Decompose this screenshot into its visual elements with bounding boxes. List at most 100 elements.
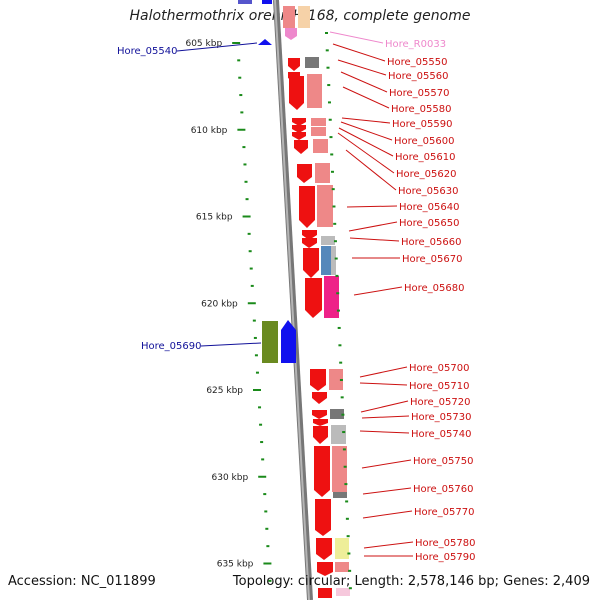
minor-tick xyxy=(243,163,247,166)
gene-label-hore-05680[interactable]: Hore_05680 xyxy=(404,283,465,294)
gene-label-hore-05580[interactable]: Hore_05580 xyxy=(391,104,452,115)
gene-label-hore-05710[interactable]: Hore_05710 xyxy=(409,381,470,392)
gene-arrow[interactable] xyxy=(292,125,306,133)
gene-block[interactable] xyxy=(283,6,295,28)
gene-block[interactable] xyxy=(298,6,310,28)
gene-arrow[interactable] xyxy=(299,186,315,228)
gene-arrow[interactable] xyxy=(281,320,296,363)
gene-label-hore-05590[interactable]: Hore_05590 xyxy=(392,119,453,130)
major-tick xyxy=(247,302,256,305)
gene-arrow[interactable] xyxy=(312,410,327,419)
gene-block[interactable] xyxy=(331,246,336,275)
gene-block[interactable] xyxy=(335,538,349,559)
minor-tick xyxy=(254,354,258,357)
gene-label-hore-05650[interactable]: Hore_05650 xyxy=(399,218,460,229)
leader-line xyxy=(200,342,262,347)
gene-label-hore-05560[interactable]: Hore_05560 xyxy=(388,71,449,82)
gene-arrow[interactable] xyxy=(292,132,306,140)
gene-label-hore-05610[interactable]: Hore_05610 xyxy=(395,152,456,163)
gene-arrow-hore-05540[interactable] xyxy=(258,39,272,45)
gene-block[interactable] xyxy=(321,246,331,275)
gene-arrow[interactable] xyxy=(288,58,300,71)
gene-arrow[interactable] xyxy=(302,230,317,240)
gene-block[interactable] xyxy=(336,588,350,596)
gene-arrow[interactable] xyxy=(305,278,322,318)
gene-block[interactable] xyxy=(311,127,326,136)
gene-arrow[interactable] xyxy=(314,446,330,497)
gene-label-hore-05720[interactable]: Hore_05720 xyxy=(410,397,471,408)
minor-tick xyxy=(268,579,272,582)
gene-arrow[interactable] xyxy=(303,248,319,278)
gene-label-hore-05750[interactable]: Hore_05750 xyxy=(413,456,474,467)
gene-label-hore-05670[interactable]: Hore_05670 xyxy=(402,254,463,265)
minor-tick xyxy=(249,267,253,270)
gene-label-hore-05540[interactable]: Hore_05540 xyxy=(117,46,178,57)
minor-tick xyxy=(255,371,259,374)
gene-block[interactable] xyxy=(305,57,319,68)
gene-block[interactable] xyxy=(307,74,322,108)
gene-label-hore-05770[interactable]: Hore_05770 xyxy=(414,507,475,518)
gene-label-hore-r0033[interactable]: Hore_R0033 xyxy=(385,39,446,50)
scale-label-610kbp: 610 kbp xyxy=(191,126,228,136)
strand-tick xyxy=(329,136,333,139)
major-tick xyxy=(263,562,272,565)
gene-label-hore-05700[interactable]: Hore_05700 xyxy=(409,363,470,374)
gene-arrow[interactable] xyxy=(289,76,304,110)
gene-block[interactable] xyxy=(262,0,272,4)
gene-label-hore-05620[interactable]: Hore_05620 xyxy=(396,169,457,180)
leader-line xyxy=(360,400,409,413)
strand-tick xyxy=(327,84,331,87)
gene-block[interactable] xyxy=(321,236,335,245)
scale-label-620kbp: 620 kbp xyxy=(201,299,238,309)
gene-label-hore-05630[interactable]: Hore_05630 xyxy=(398,186,459,197)
gene-block[interactable] xyxy=(331,425,346,444)
leader-line xyxy=(345,149,397,191)
strand-tick xyxy=(339,379,343,381)
gene-block[interactable] xyxy=(324,276,339,318)
scale-label-625kbp: 625 kbp xyxy=(206,386,243,396)
gene-label-hore-05740[interactable]: Hore_05740 xyxy=(411,429,472,440)
gene-block[interactable] xyxy=(313,139,328,153)
strand-tick xyxy=(347,552,351,555)
gene-block[interactable] xyxy=(318,588,332,598)
gene-block[interactable] xyxy=(335,562,349,572)
gene-arrow-r0033[interactable] xyxy=(285,28,297,40)
minor-tick xyxy=(258,406,262,409)
gene-block[interactable] xyxy=(315,163,330,183)
gene-label-hore-05780[interactable]: Hore_05780 xyxy=(415,538,476,549)
gene-label-hore-05600[interactable]: Hore_05600 xyxy=(394,136,455,147)
gene-arrow[interactable] xyxy=(313,426,328,444)
gene-arrow[interactable] xyxy=(310,369,326,391)
gene-arrow[interactable] xyxy=(292,118,306,126)
gene-arrow[interactable] xyxy=(312,392,327,404)
gene-label-hore-05660[interactable]: Hore_05660 xyxy=(401,237,462,248)
gene-arrow[interactable] xyxy=(317,562,333,576)
gene-block[interactable] xyxy=(238,0,252,4)
gene-block[interactable] xyxy=(332,446,347,492)
gene-block-hore-05690[interactable] xyxy=(262,321,278,363)
gene-arrow[interactable] xyxy=(294,140,308,154)
strand-tick xyxy=(344,483,348,486)
gene-label-hore-05640[interactable]: Hore_05640 xyxy=(399,202,460,213)
gene-arrow[interactable] xyxy=(316,538,332,560)
gene-block[interactable] xyxy=(330,409,344,419)
gene-label-hore-05790[interactable]: Hore_05790 xyxy=(415,552,476,563)
gene-label-hore-05570[interactable]: Hore_05570 xyxy=(389,88,450,99)
gene-arrow[interactable] xyxy=(297,164,312,183)
gene-block[interactable] xyxy=(333,492,347,498)
gene-label-hore-05690[interactable]: Hore_05690 xyxy=(141,341,202,352)
gene-arrow[interactable] xyxy=(302,238,317,248)
minor-tick xyxy=(265,527,269,530)
gene-label-hore-05730[interactable]: Hore_05730 xyxy=(411,412,472,423)
leader-line xyxy=(359,366,408,378)
gene-label-hore-05760[interactable]: Hore_05760 xyxy=(413,484,474,495)
gene-arrow[interactable] xyxy=(315,499,331,536)
strand-tick xyxy=(326,66,330,69)
gene-label-hore-05550[interactable]: Hore_05550 xyxy=(387,57,448,68)
gene-block[interactable] xyxy=(317,185,333,227)
gene-arrow[interactable] xyxy=(313,419,328,426)
minor-tick xyxy=(244,180,248,183)
gene-block[interactable] xyxy=(311,118,326,126)
gene-block[interactable] xyxy=(329,369,343,390)
leader-line xyxy=(341,117,391,124)
